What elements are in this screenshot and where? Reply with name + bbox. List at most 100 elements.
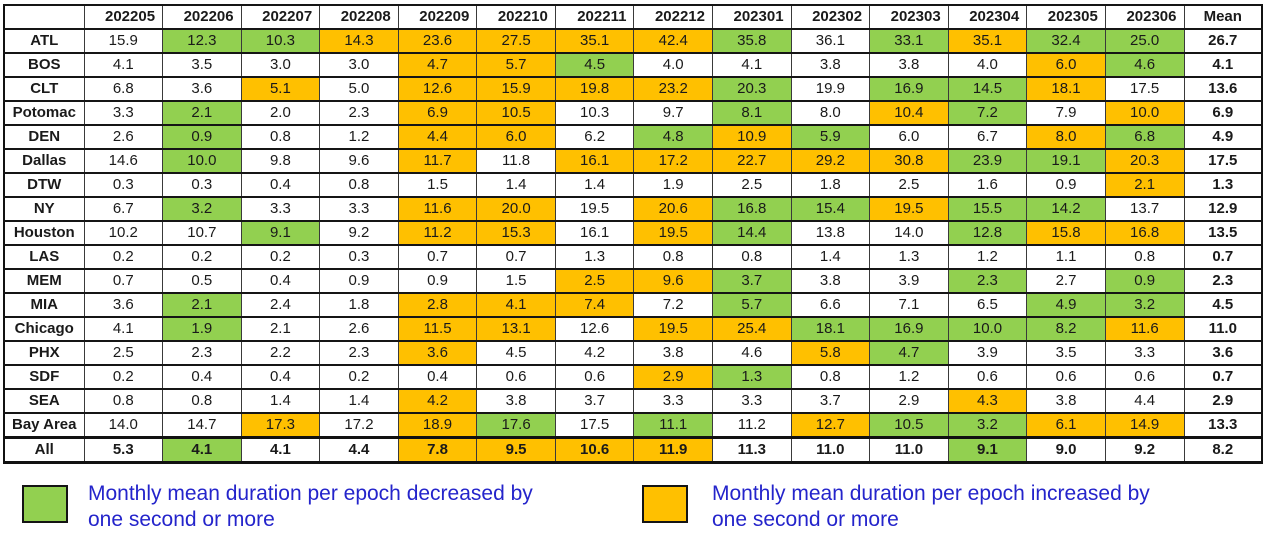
cell-mem-202208: 0.9 (319, 268, 399, 294)
cell-clt-202303: 16.9 (869, 76, 949, 102)
cell-phx-202207: 2.2 (240, 340, 321, 366)
header-row: 202205 202206 202207 202208 202209 202210 2022… (3, 4, 1263, 30)
cell-bos-202302: 3.8 (790, 52, 871, 78)
cell-las-202207: 0.2 (240, 244, 321, 270)
row-label-chicago: Chicago (3, 316, 85, 342)
cell-den-202302: 5.9 (790, 124, 871, 150)
cell-dallas-202211: 16.1 (554, 148, 635, 174)
monthly-duration-table: 202205 202206 202207 202208 202209 202210 2022… (3, 4, 1263, 464)
col-header-202302: 202302 (790, 4, 871, 30)
cell-las-202211: 1.3 (554, 244, 635, 270)
cell-all-202302: 11.0 (790, 436, 871, 464)
cell-clt-202306: 17.5 (1104, 76, 1185, 102)
cell-bay-area-202209: 18.9 (397, 412, 478, 439)
cell-dtw-202211: 1.4 (554, 172, 635, 198)
cell-bos-202303: 3.8 (869, 52, 949, 78)
cell-bay-area-202212: 11.1 (633, 412, 713, 439)
cell-mem-202205: 0.7 (83, 268, 164, 294)
cell-den-202303: 6.0 (869, 124, 949, 150)
cell-mia-mean: 4.5 (1183, 292, 1263, 318)
cell-ny-202304: 15.5 (947, 196, 1028, 222)
cell-bay-area-202207: 17.3 (240, 412, 321, 439)
cell-clt-202210: 15.9 (476, 76, 556, 102)
cell-houston-202205: 10.2 (83, 220, 164, 246)
cell-mem-202211: 2.5 (554, 268, 635, 294)
cell-potomac-202208: 2.3 (319, 100, 399, 126)
row-label-bos: BOS (3, 52, 85, 78)
table-row-sea: SEA 0.8 0.8 1.4 1.4 4.2 3.8 3.7 3.3 3.3 3.7 2.9 4.3 3… (3, 388, 1263, 414)
row-label-dtw: DTW (3, 172, 85, 198)
cell-mia-202212: 7.2 (633, 292, 713, 318)
row-label-mem: MEM (3, 268, 85, 294)
row-label-bay-area: Bay Area (3, 412, 85, 439)
cell-phx-202209: 3.6 (397, 340, 478, 366)
cell-las-202210: 0.7 (476, 244, 556, 270)
cell-sdf-202212: 2.9 (633, 364, 713, 390)
cell-clt-202304: 14.5 (947, 76, 1028, 102)
table-row-dtw: DTW 0.3 0.3 0.4 0.8 1.5 1.4 1.4 1.9 2.5 1.8 2.5 1.6 0… (3, 172, 1263, 198)
col-header-202303: 202303 (869, 4, 949, 30)
cell-mem-202303: 3.9 (869, 268, 949, 294)
cell-houston-202303: 14.0 (869, 220, 949, 246)
cell-sea-202304: 4.3 (947, 388, 1028, 414)
cell-houston-202302: 13.8 (790, 220, 871, 246)
table-row-las: LAS 0.2 0.2 0.2 0.3 0.7 0.7 1.3 0.8 0.8 1.4 1.3 1.2 1… (3, 244, 1263, 270)
cell-las-202304: 1.2 (947, 244, 1028, 270)
cell-all-202305: 9.0 (1026, 436, 1106, 464)
cell-den-202306: 6.8 (1104, 124, 1185, 150)
cell-mia-202211: 7.4 (554, 292, 635, 318)
cell-phx-202304: 3.9 (947, 340, 1028, 366)
cell-den-202210: 6.0 (476, 124, 556, 150)
cell-phx-202305: 3.5 (1026, 340, 1106, 366)
cell-dtw-202306: 2.1 (1104, 172, 1185, 198)
cell-mem-202210: 1.5 (476, 268, 556, 294)
cell-chicago-mean: 11.0 (1183, 316, 1263, 342)
cell-bay-area-202211: 17.5 (554, 412, 635, 439)
row-label-houston: Houston (3, 220, 85, 246)
cell-ny-202206: 3.2 (162, 196, 242, 222)
cell-clt-202206: 3.6 (162, 76, 242, 102)
cell-potomac-202302: 8.0 (790, 100, 871, 126)
col-header-202212: 202212 (633, 4, 713, 30)
cell-atl-202304: 35.1 (947, 28, 1028, 54)
cell-atl-202211: 35.1 (554, 28, 635, 54)
cell-den-202207: 0.8 (240, 124, 321, 150)
cell-potomac-202211: 10.3 (554, 100, 635, 126)
cell-sea-202209: 4.2 (397, 388, 478, 414)
cell-bay-area-202304: 3.2 (947, 412, 1028, 439)
cell-sdf-202207: 0.4 (240, 364, 321, 390)
cell-ny-mean: 12.9 (1183, 196, 1263, 222)
cell-ny-202209: 11.6 (397, 196, 478, 222)
cell-potomac-202304: 7.2 (947, 100, 1028, 126)
cell-mia-202205: 3.6 (83, 292, 164, 318)
corner-cell (3, 4, 85, 30)
cell-bos-202206: 3.5 (162, 52, 242, 78)
cell-mem-202301: 3.7 (712, 268, 792, 294)
cell-ny-202211: 19.5 (554, 196, 635, 222)
cell-mem-202305: 2.7 (1026, 268, 1106, 294)
cell-dallas-202210: 11.8 (476, 148, 556, 174)
cell-phx-202212: 3.8 (633, 340, 713, 366)
cell-dtw-202304: 1.6 (947, 172, 1028, 198)
col-header-202210: 202210 (476, 4, 556, 30)
cell-chicago-202304: 10.0 (947, 316, 1028, 342)
cell-houston-202209: 11.2 (397, 220, 478, 246)
cell-dallas-202302: 29.2 (790, 148, 871, 174)
cell-mia-202303: 7.1 (869, 292, 949, 318)
increase-legend-line2: one second or more (712, 508, 899, 531)
cell-potomac-202209: 6.9 (397, 100, 478, 126)
col-header-202305: 202305 (1026, 4, 1106, 30)
table-row-mia: MIA 3.6 2.1 2.4 1.8 2.8 4.1 7.4 7.2 5.7 6.6 7.1 6.5 4… (3, 292, 1263, 318)
col-header-202207: 202207 (240, 4, 321, 30)
cell-dtw-202205: 0.3 (83, 172, 164, 198)
cell-sea-202303: 2.9 (869, 388, 949, 414)
cell-dallas-202209: 11.7 (397, 148, 478, 174)
cell-phx-mean: 3.6 (1183, 340, 1263, 366)
decrease-legend-text: Monthly mean duration per epoch decrease… (88, 481, 628, 533)
cell-bos-202209: 4.7 (397, 52, 478, 78)
row-label-mia: MIA (3, 292, 85, 318)
cell-mia-202305: 4.9 (1026, 292, 1106, 318)
cell-dtw-202207: 0.4 (240, 172, 321, 198)
cell-potomac-202206: 2.1 (162, 100, 242, 126)
decrease-color-swatch (22, 485, 68, 523)
